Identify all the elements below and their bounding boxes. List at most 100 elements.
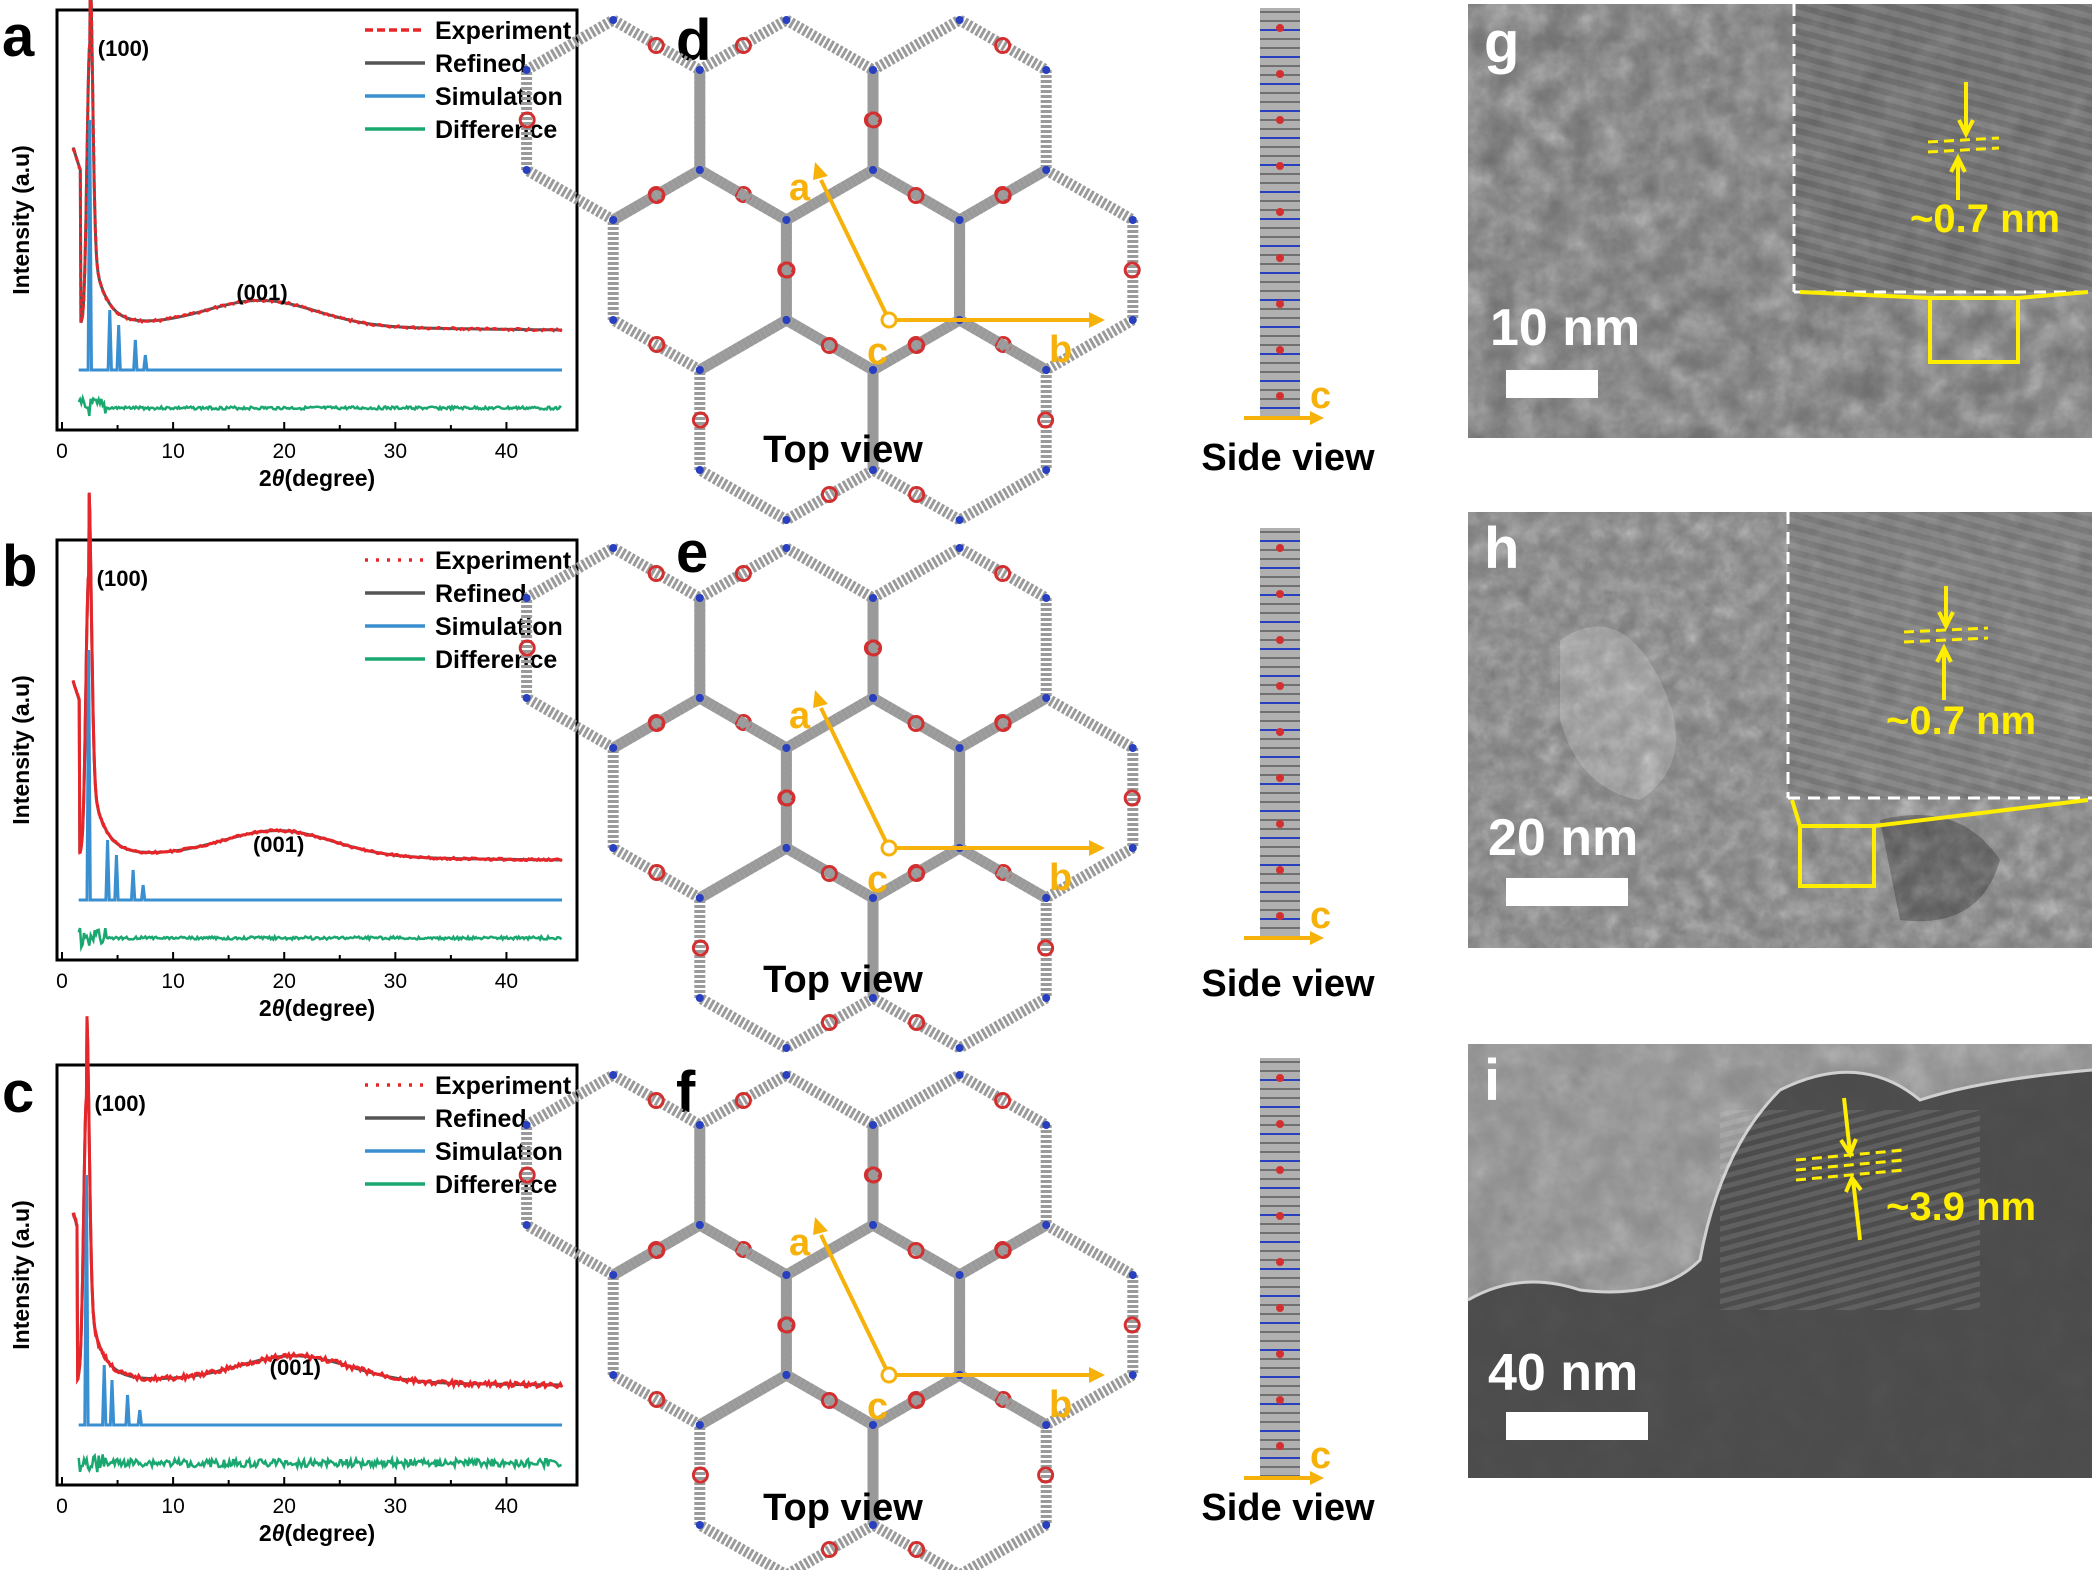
nitrogen-atom: [695, 166, 704, 174]
nitrogen-atom: [609, 316, 618, 324]
nitrogen-atom: [522, 1221, 531, 1229]
framework-side-view: [1260, 1058, 1300, 1478]
oxygen-ring: [691, 411, 709, 429]
fringe-mark: [1795, 1158, 1905, 1172]
nitrogen-atom: [695, 694, 704, 702]
legend-entry: Refined: [435, 580, 527, 608]
pore-ring: [694, 842, 879, 1054]
pore-ring: [867, 1369, 1052, 1570]
oxygen-ring: [820, 337, 838, 354]
top-view-label: Top view: [763, 429, 923, 471]
xrd-panel-c: c 0 10 20 30 40 2θ(degree) Intensity (a.u) (100)…: [2, 1016, 579, 1546]
arrow-icon: [1844, 1174, 1863, 1241]
oxygen-ring: [647, 565, 665, 582]
legend-entry: Experiment: [435, 547, 572, 575]
x-tick-label: 10: [161, 440, 184, 463]
legend-entry: Refined: [435, 50, 527, 78]
panel-label-g: g: [1484, 10, 1519, 75]
nitrogen-atom: [955, 1271, 964, 1279]
scale-label-i: 40 nm: [1488, 1344, 1638, 1402]
nitrogen-atom: [955, 544, 964, 552]
nitrogen-atom: [522, 1121, 531, 1129]
framework-side-view: [1260, 8, 1300, 418]
fringe-mark: [1903, 636, 1989, 644]
axis-a-arrow: [819, 1234, 891, 1376]
peak-label: (001): [270, 1355, 321, 1380]
oxygen-ring: [647, 37, 665, 54]
legend-entry: Difference: [435, 116, 557, 144]
oxygen-ring: [994, 565, 1012, 582]
axis-label-c: c: [867, 331, 888, 373]
nitrogen-atom: [782, 16, 791, 24]
zoom-box: [1928, 296, 2020, 364]
nitrogen-atom: [695, 1421, 704, 1429]
series-simulation: [78, 1174, 562, 1427]
oxygen-ring: [1037, 939, 1055, 957]
nitrogen-atom: [609, 544, 618, 552]
fringe-mark: [1795, 1168, 1905, 1182]
top-view-label: Top view: [763, 1487, 923, 1529]
nitrogen-atom: [1042, 1521, 1051, 1529]
framework-side-view: [1260, 528, 1300, 938]
oxygen-ring: [994, 37, 1012, 54]
nitrogen-atom: [1042, 1121, 1051, 1129]
oxygen-ring: [865, 639, 883, 657]
tem-panel-i: ~3.9 nm 40 nm i: [1467, 1044, 2092, 1478]
nitrogen-atom: [782, 316, 791, 324]
axis-a-arrow: [819, 179, 891, 321]
nitrogen-atom: [955, 1044, 964, 1052]
nitrogen-atom: [869, 694, 877, 702]
oxygen-ring: [647, 1092, 665, 1109]
panel-label-b: b: [2, 534, 37, 599]
nitrogen-atom: [1042, 466, 1051, 474]
fringe-mark: [1927, 146, 2000, 154]
nitrogen-atom: [955, 16, 964, 24]
nitrogen-atom: [1042, 894, 1051, 902]
y-axis-label: Intensity (a.u): [8, 1200, 34, 1350]
axis-label-b: b: [1049, 329, 1072, 371]
nitrogen-atom: [782, 1071, 791, 1079]
oxygen-ring: [734, 37, 752, 54]
oxygen-ring: [778, 1316, 796, 1334]
axis-c-origin: [880, 839, 898, 857]
series-experiment: [71, 492, 563, 863]
pore-ring: [694, 314, 879, 526]
x-axis-label: 2θ(degree): [259, 995, 375, 1021]
oxygen-ring: [865, 111, 883, 129]
nitrogen-atom: [782, 744, 791, 752]
x-tick-label: 0: [56, 1495, 68, 1518]
tem-panel-g: ~0.7 nm 10 nm g: [1468, 4, 2092, 438]
oxygen-ring: [734, 565, 752, 582]
x-axis-label: 2θ(degree): [259, 1520, 375, 1546]
oxygen-ring: [1123, 261, 1141, 279]
y-axis-label: Intensity (a.u): [8, 675, 34, 825]
nitrogen-atom: [609, 744, 618, 752]
fringe-mark: [1927, 136, 2000, 144]
nitrogen-atom: [782, 1044, 791, 1052]
spacing-label-g: ~0.7 nm: [1910, 197, 2060, 241]
nitrogen-atom: [955, 516, 964, 524]
legend-entry: Simulation: [435, 613, 563, 641]
axis-label-c-side: c: [1310, 895, 1331, 937]
legend-entry: Experiment: [435, 17, 572, 45]
x-tick-label: 20: [273, 970, 296, 993]
nitrogen-atom: [869, 1521, 877, 1529]
oxygen-ring: [908, 865, 926, 882]
nitrogen-atom: [782, 544, 791, 552]
x-tick-label: 20: [273, 440, 296, 463]
nitrogen-atom: [609, 1371, 618, 1379]
axis-label-b: b: [1049, 857, 1072, 899]
x-tick-label: 0: [56, 440, 68, 463]
nitrogen-atom: [695, 894, 704, 902]
series-difference: [77, 927, 563, 953]
legend-entry: Simulation: [435, 1138, 563, 1166]
scale-bar-h: [1506, 878, 1628, 906]
nitrogen-atom: [695, 1121, 704, 1129]
series-difference: [77, 1452, 563, 1474]
axis-label-c: c: [867, 859, 888, 901]
peak-label: (100): [97, 566, 148, 591]
arrow-icon: [1839, 1097, 1858, 1159]
oxygen-ring: [734, 1092, 752, 1109]
axis-c-origin: [880, 1366, 898, 1384]
